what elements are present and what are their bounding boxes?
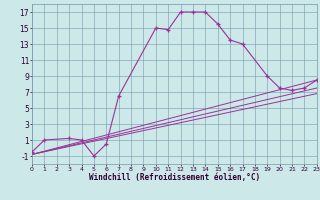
X-axis label: Windchill (Refroidissement éolien,°C): Windchill (Refroidissement éolien,°C) <box>89 173 260 182</box>
